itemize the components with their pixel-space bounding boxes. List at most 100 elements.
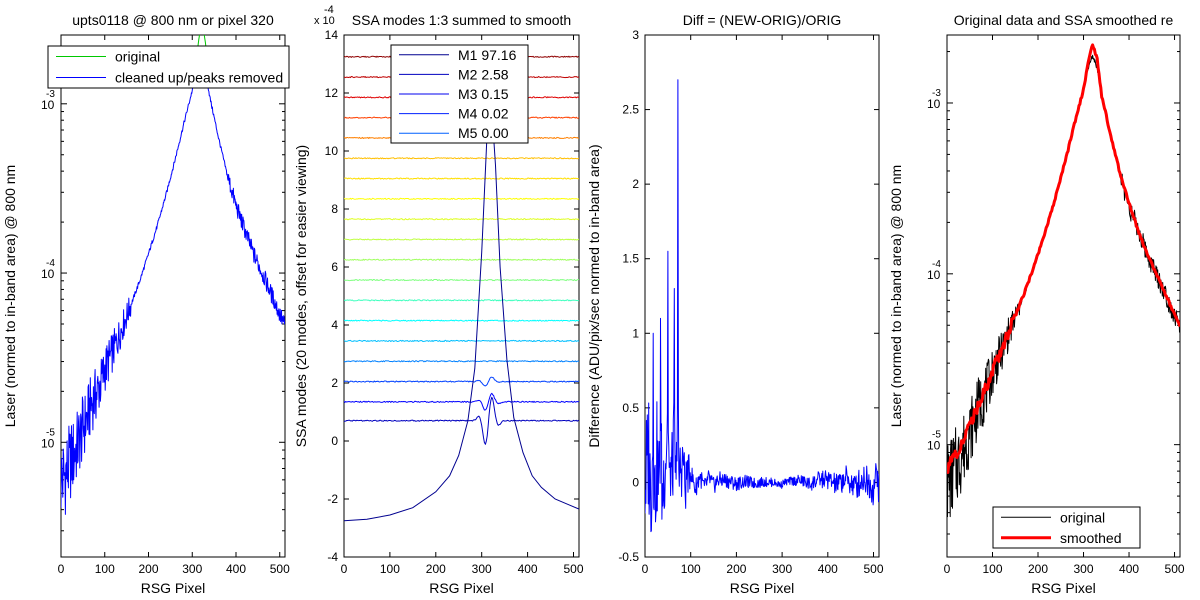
legend-label: M4 0.02	[458, 106, 509, 122]
x-tick-label: 200	[1028, 562, 1048, 576]
y-tick-label: -0.5	[618, 550, 639, 564]
y-tick-label: 1.5	[622, 252, 639, 266]
y-tick-label: 8	[331, 202, 338, 216]
mode-line	[344, 376, 579, 387]
x-tick-label: 0	[58, 562, 65, 576]
y-tick-label: 1	[632, 326, 639, 340]
y-tick-label: 2	[632, 177, 639, 191]
legend-label: M5 0.00	[458, 125, 509, 141]
y-axis-label: SSA modes (20 modes, offset for easier v…	[293, 145, 309, 447]
legend-label: M2 2.58	[458, 66, 509, 82]
x-tick-label: 0	[341, 562, 348, 576]
mode-line	[344, 299, 579, 302]
y-tick-label-exponent: -4	[932, 259, 941, 270]
series-line-cleaned	[61, 55, 285, 515]
x-tick-label: 500	[270, 562, 290, 576]
y-tick-label: 12	[325, 86, 339, 100]
y-tick-label: 2.5	[622, 103, 639, 117]
y-multiplier-exponent: -4	[324, 4, 334, 16]
x-tick-label: 500	[864, 562, 884, 576]
x-tick-label: 300	[1074, 562, 1094, 576]
mode-line	[344, 157, 579, 160]
x-axis-label: RSG Pixel	[141, 580, 206, 596]
x-tick-label: 100	[95, 562, 115, 576]
x-tick-label: 0	[944, 562, 951, 576]
y-tick-label-base: 10	[927, 439, 941, 453]
x-tick-label: 300	[182, 562, 202, 576]
x-tick-label: 200	[726, 562, 746, 576]
x-tick-label: 100	[982, 562, 1002, 576]
y-tick-label: 6	[331, 260, 338, 274]
x-tick-label: 400	[1119, 562, 1139, 576]
mode-line	[344, 238, 579, 241]
legend-box	[992, 506, 1141, 549]
legend-label: M1 97.16	[458, 47, 517, 63]
mode-line	[344, 360, 579, 363]
y-tick-label-exponent: -3	[46, 89, 55, 100]
x-tick-label: 100	[681, 562, 701, 576]
y-tick-label-base: 10	[927, 268, 941, 282]
x-tick-label: 100	[380, 562, 400, 576]
y-axis-label: Laser (normed to in-band area) @ 800 nm	[2, 165, 18, 427]
y-tick-label: 10	[325, 144, 339, 158]
legend-label: cleaned up/peaks removed	[115, 70, 283, 86]
plot-area	[946, 34, 1181, 558]
mode-line	[344, 177, 579, 180]
y-tick-label-base: 10	[41, 267, 55, 281]
x-tick-label: 300	[472, 562, 492, 576]
plot-area	[644, 34, 880, 558]
y-tick-label-exponent: -5	[932, 430, 941, 441]
y-tick-label-exponent: -5	[46, 427, 55, 438]
y-tick-label: -2	[327, 492, 338, 506]
y-tick-label-exponent: -3	[932, 88, 941, 99]
x-tick-label: 400	[226, 562, 246, 576]
y-tick-label: 0	[331, 434, 338, 448]
y-tick-label: 4	[331, 318, 338, 332]
mode-line	[344, 197, 579, 200]
y-tick-label: 0	[632, 475, 639, 489]
mode-line	[344, 339, 579, 342]
x-tick-label: 500	[1165, 562, 1185, 576]
chart-title: Diff = (NEW-ORIG)/ORIG	[683, 12, 842, 28]
mode-line	[344, 218, 579, 221]
y-axis-label: Difference (ADU/pix/sec normed to in-ban…	[586, 144, 602, 447]
mode-line	[344, 392, 579, 411]
legend-label: original	[115, 49, 160, 65]
legend-label: M3 0.15	[458, 86, 509, 102]
series-line-smoothed	[947, 43, 1180, 474]
x-tick-label: 300	[772, 562, 792, 576]
x-axis-label: RSG Pixel	[730, 580, 795, 596]
x-tick-label: 400	[518, 562, 538, 576]
legend-label: smoothed	[1060, 530, 1121, 546]
y-tick-label: 14	[325, 28, 339, 42]
x-tick-label: 0	[642, 562, 649, 576]
y-tick-label: -4	[327, 550, 338, 564]
chart-title: upts0118 @ 800 nm or pixel 320	[72, 12, 274, 28]
x-tick-label: 400	[818, 562, 838, 576]
x-axis-label: RSG Pixel	[429, 580, 494, 596]
y-multiplier-base: x 10	[314, 15, 335, 27]
y-tick-label-base: 10	[41, 436, 55, 450]
y-tick-label-base: 10	[927, 97, 941, 111]
y-tick-label: 2	[331, 376, 338, 390]
panel-ssa-modes: 0 100 200 300 400 500 -4 -2 0 2 4 6 8 10 12 14 SSA modes…	[293, 4, 584, 596]
chart-title: Original data and SSA smoothed re	[954, 12, 1174, 28]
y-tick-label: 3	[632, 28, 639, 42]
x-tick-label: 200	[426, 562, 446, 576]
x-tick-label: 200	[138, 562, 158, 576]
plot-area	[60, 34, 286, 558]
mode-line	[344, 396, 579, 445]
y-tick-label: 0.5	[622, 401, 639, 415]
x-tick-label: 500	[563, 562, 583, 576]
legend-box	[47, 45, 290, 89]
legend-label: original	[1060, 509, 1105, 525]
y-tick-label-exponent: -4	[46, 258, 55, 269]
x-axis-label: RSG Pixel	[1031, 580, 1096, 596]
difference-line	[645, 79, 879, 533]
mode-line	[344, 319, 579, 322]
mode-line	[344, 279, 579, 282]
y-axis-label: Laser (normed to in-band area) @ 800 nm	[888, 165, 904, 427]
